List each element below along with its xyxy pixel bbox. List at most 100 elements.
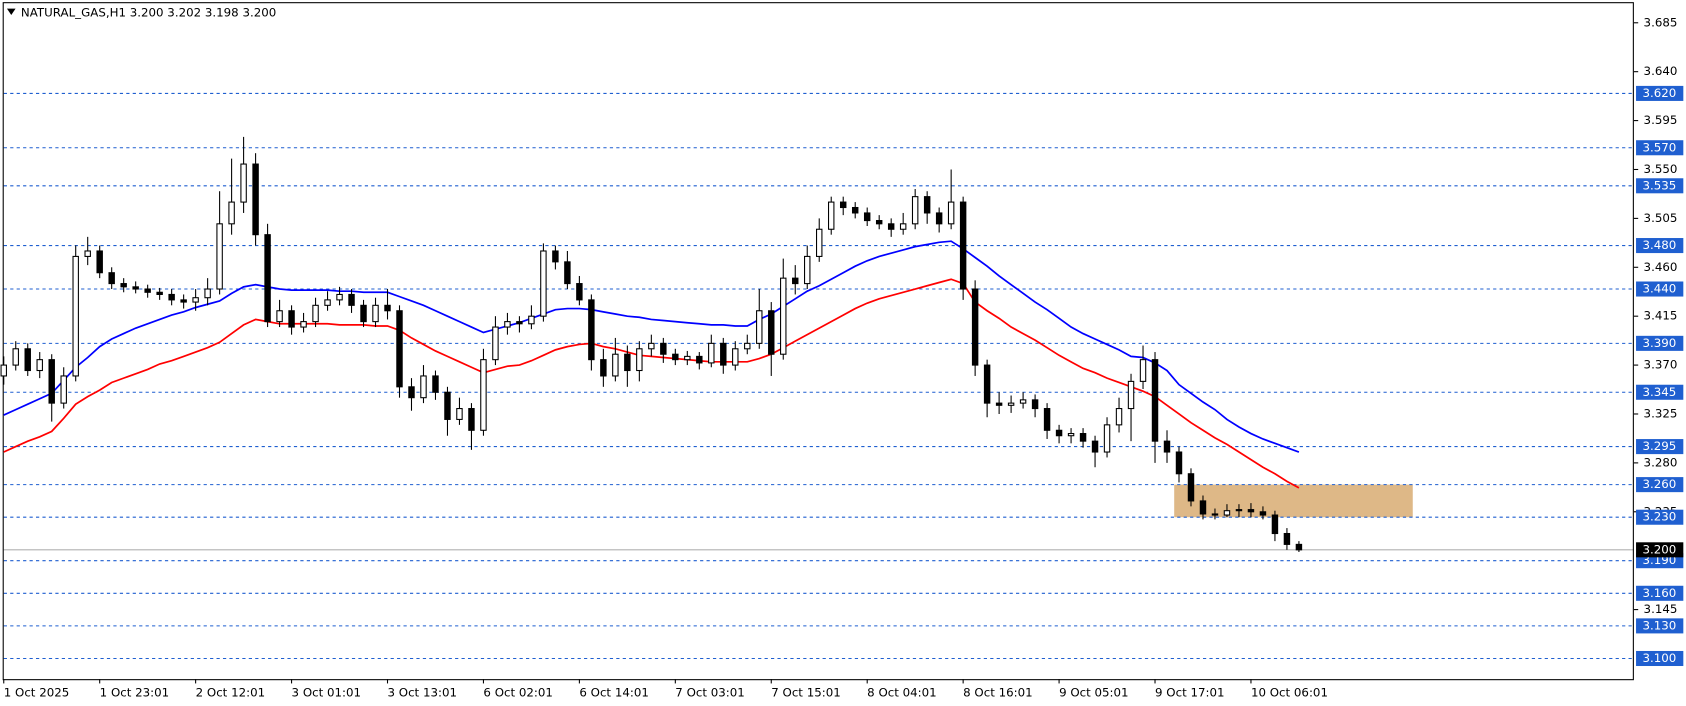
candle-body xyxy=(875,220,883,225)
x-tick-label: 8 Oct 16:01 xyxy=(963,686,1033,700)
candle-body xyxy=(995,402,1003,406)
level-label: 3.535 xyxy=(1642,178,1676,192)
zone xyxy=(1174,484,1413,518)
candle-body xyxy=(396,310,403,388)
current-price-label: 3.200 xyxy=(1642,542,1676,556)
candle-body xyxy=(971,288,979,366)
y-tick-label: 3.595 xyxy=(1644,113,1678,127)
candle-body xyxy=(444,391,451,420)
candle-body xyxy=(588,299,595,361)
candle-body xyxy=(204,288,211,299)
candle-body xyxy=(708,342,715,364)
level-label: 3.100 xyxy=(1642,651,1676,665)
candle-body xyxy=(1283,532,1291,545)
candle-body xyxy=(384,304,391,312)
candle-body xyxy=(108,272,115,285)
candle-body xyxy=(96,250,103,274)
candle-body xyxy=(947,201,955,225)
candle-body xyxy=(312,304,319,323)
candle-body xyxy=(636,348,643,372)
candle-body xyxy=(1199,500,1207,515)
candle-body xyxy=(1079,433,1087,442)
candle-body xyxy=(792,277,799,285)
candle-body xyxy=(288,310,295,328)
level-label-box xyxy=(1636,477,1684,493)
candle-body xyxy=(144,288,151,293)
candle-body xyxy=(899,223,907,230)
moving-average-line xyxy=(3,240,1300,453)
candle-body xyxy=(1175,451,1183,475)
candle-body xyxy=(84,250,91,257)
level-label: 3.130 xyxy=(1642,618,1676,632)
candle-body xyxy=(132,286,139,290)
candle-body xyxy=(300,321,307,328)
level-label-box xyxy=(1636,585,1684,601)
candle-body xyxy=(552,250,559,263)
candle-body xyxy=(696,355,703,364)
candle-body xyxy=(624,353,631,372)
candle-body xyxy=(935,212,943,225)
x-tick-label: 3 Oct 13:01 xyxy=(388,686,458,700)
candle-body xyxy=(1031,399,1039,410)
level-label-box xyxy=(1636,439,1684,455)
candle-body xyxy=(1163,440,1171,453)
level-label-box xyxy=(1636,509,1684,525)
candle-body xyxy=(648,342,655,350)
candle-body xyxy=(744,342,751,350)
candle-body xyxy=(1247,509,1255,513)
candle-body xyxy=(120,283,127,288)
level-label: 3.160 xyxy=(1642,586,1676,600)
level-label: 3.620 xyxy=(1642,86,1676,100)
candle-body xyxy=(360,304,367,323)
candle-body xyxy=(804,255,811,285)
level-label: 3.345 xyxy=(1642,385,1676,399)
candle-body xyxy=(24,348,31,372)
candle-body xyxy=(1067,433,1075,437)
candle-body xyxy=(336,293,343,301)
candle-body xyxy=(408,386,415,399)
candle-body xyxy=(228,201,235,225)
candle-body xyxy=(1127,380,1135,410)
x-tick-label: 1 Oct 2025 xyxy=(4,686,70,700)
candle-body xyxy=(1151,359,1159,442)
candle-body xyxy=(252,163,259,236)
x-tick-label: 9 Oct 17:01 xyxy=(1155,686,1225,700)
candle-body xyxy=(0,364,7,377)
y-tick-label: 3.280 xyxy=(1644,455,1678,469)
level-label-box xyxy=(1636,384,1684,400)
level-label-box xyxy=(1636,178,1684,194)
candle-body xyxy=(851,206,859,214)
candle-body xyxy=(1043,408,1051,431)
candle-body xyxy=(827,201,835,230)
x-tick-label: 8 Oct 04:01 xyxy=(867,686,937,700)
level-label: 3.260 xyxy=(1642,477,1676,491)
candle-body xyxy=(1115,408,1123,426)
candle-body xyxy=(911,196,919,225)
candle-body xyxy=(168,293,175,301)
current-price-box xyxy=(1636,542,1684,558)
x-tick-label: 7 Oct 15:01 xyxy=(771,686,841,700)
candle-body xyxy=(672,353,679,361)
candle-body xyxy=(732,348,739,366)
candle-body xyxy=(863,212,871,222)
level-label: 3.230 xyxy=(1642,510,1676,524)
menu-triangle[interactable] xyxy=(6,8,16,16)
candle-body xyxy=(1007,402,1015,406)
candle-body xyxy=(1187,473,1195,502)
moving-average-line xyxy=(3,278,1300,489)
candle-body xyxy=(660,342,667,355)
x-tick-label: 9 Oct 05:01 xyxy=(1059,686,1129,700)
candle-body xyxy=(600,359,607,377)
candle-body xyxy=(480,359,487,431)
x-tick-label: 3 Oct 01:01 xyxy=(292,686,362,700)
y-tick-label: 3.325 xyxy=(1644,406,1678,420)
level-label: 3.295 xyxy=(1642,439,1676,453)
candle-body xyxy=(456,408,463,420)
candle-body xyxy=(768,310,775,355)
level-label-box xyxy=(1636,618,1684,634)
level-label-box xyxy=(1636,281,1684,297)
y-tick-label: 3.550 xyxy=(1644,162,1678,176)
candle-body xyxy=(684,355,691,361)
candle-body xyxy=(156,291,163,295)
